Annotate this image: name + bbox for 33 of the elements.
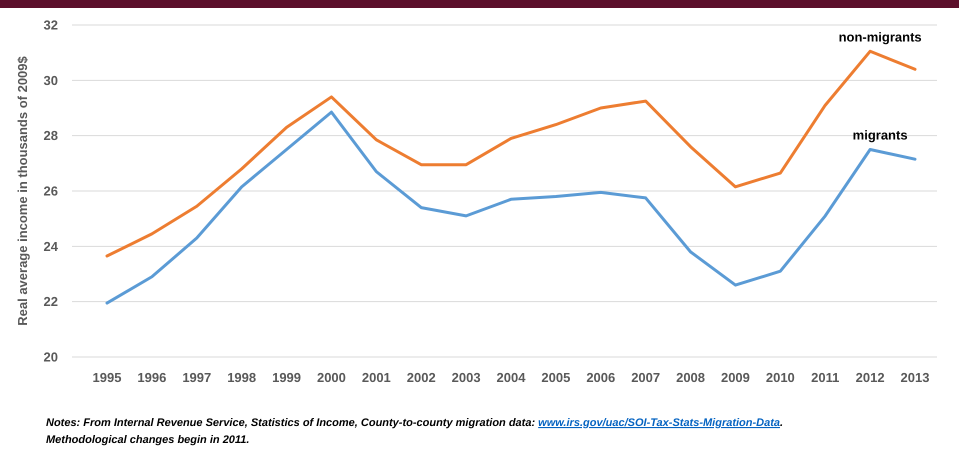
x-tick-label: 2009: [720, 370, 750, 385]
line-series: [106, 50, 916, 258]
series-label: non-migrants: [838, 29, 922, 44]
x-tick-label: 2008: [676, 370, 706, 385]
y-tick-label: 32: [44, 18, 58, 33]
x-tick-label: 2003: [452, 370, 481, 385]
x-tick-label: 2001: [362, 370, 391, 385]
x-tick-label: 2007: [631, 370, 660, 385]
y-tick-label: 30: [44, 72, 58, 88]
y-tick-label: 24: [44, 238, 59, 254]
x-tick-label: 1997: [182, 370, 212, 385]
x-tick-label: 1996: [137, 370, 166, 385]
x-tick-label: 1998: [227, 370, 256, 385]
x-tick-label: 2004: [496, 370, 526, 385]
x-tick-label: 2002: [406, 370, 436, 385]
y-tick-label: 26: [44, 184, 58, 199]
x-tick-label: 2000: [316, 370, 346, 385]
x-tick-label: 2010: [766, 370, 795, 385]
y-tick-label: 28: [44, 128, 58, 144]
y-tick-label: 20: [44, 350, 58, 365]
x-tick-label: 1995: [92, 370, 122, 385]
x-tick-label: 2005: [541, 370, 570, 385]
text: Methodological changes begin in 2011.: [46, 434, 250, 446]
x-tick-label: 2012: [856, 370, 885, 385]
y-axis-title: Real average income in thousands of 2009$: [15, 55, 30, 326]
x-tick-label: 2011: [811, 370, 840, 385]
line-series: [106, 110, 916, 305]
y-tick-label: 22: [44, 294, 58, 310]
x-tick-label: 1999: [272, 370, 302, 385]
text: Notes: From Internal Revenue Service, Statistics of Income, County-to-county migration data: www.irs.gov/uac/SOI-Tax-Stats-Migration-Data.: [46, 417, 784, 429]
x-tick-label: 2013: [900, 370, 930, 385]
series-label: migrants: [852, 128, 908, 142]
x-tick-label: 2006: [586, 370, 616, 385]
